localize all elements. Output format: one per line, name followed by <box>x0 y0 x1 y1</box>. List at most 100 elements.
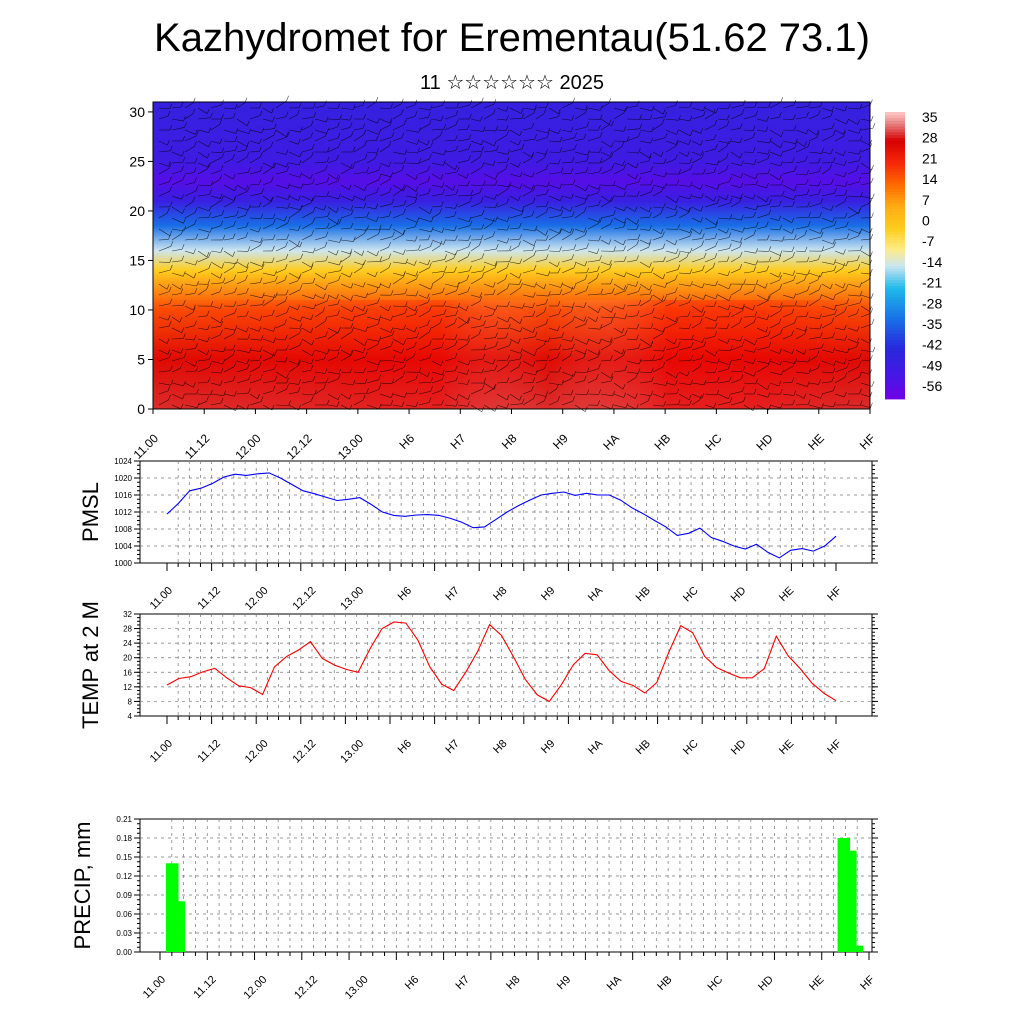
precip-chart-x-tick-label: 11.00 <box>141 974 168 1001</box>
heatmap-x-tick-label: 12.00 <box>232 431 263 462</box>
precip-chart-y-tick-label: 0.00 <box>116 948 132 957</box>
heatmap-x-tick-label: 12.12 <box>284 431 315 462</box>
precip-chart-y-tick-label: 0.21 <box>116 815 132 824</box>
colorbar-label: -21 <box>922 275 942 291</box>
pmsl-chart-y-tick-label: 1008 <box>114 525 132 534</box>
precip-chart-y-tick-label: 0.03 <box>116 929 132 938</box>
colorbar-label: -35 <box>922 316 942 332</box>
precip-chart-x-tick-label: H8 <box>504 974 522 992</box>
temp-chart-y-tick-label: 28 <box>123 625 132 634</box>
heatmap-x-tick-label: HA <box>600 431 622 453</box>
precip-chart-x-tick-label: H9 <box>555 974 573 992</box>
precip-chart: 0.00 0.03 0.06 0.09 0.12 0.15 0.18 0.21 11.00 11.… <box>70 815 878 1002</box>
temp-chart-x-tick-label: HF <box>825 737 844 756</box>
heatmap-x-tick-label: H6 <box>396 431 417 452</box>
precip-chart-x-tick-label: 12.12 <box>292 974 320 1002</box>
precip-chart-x-tick-label: HC <box>705 974 725 994</box>
heatmap-x-tick-label: 13.00 <box>335 431 366 462</box>
temp-chart-frame <box>139 613 873 717</box>
pmsl-chart-x-tick-label: HE <box>777 585 796 604</box>
precip-bar <box>172 901 185 952</box>
pmsl-chart-x-tick-label: HA <box>586 584 606 604</box>
temp-chart-x-tick-label: 13.00 <box>338 738 366 766</box>
pmsl-chart-y-tick-label: 1004 <box>114 542 132 551</box>
precip-chart-x-tick-label: HE <box>807 974 826 993</box>
precip-chart-x-tick-label: 12.00 <box>241 974 269 1002</box>
pmsl-series-line <box>166 472 837 559</box>
heatmap-x-tick-label: HD <box>754 431 776 453</box>
pmsl-chart-x-tick-label: H6 <box>396 585 414 603</box>
pmsl-chart-x-tick-label: HB <box>634 585 653 604</box>
temp-chart-y-tick-label: 24 <box>123 639 132 648</box>
precip-bar <box>850 945 864 952</box>
temp-chart-x-tick-label: H8 <box>491 738 509 756</box>
pmsl-chart-y-tick-label: 1012 <box>114 508 132 517</box>
heatmap-y-tick-label: 25 <box>129 153 145 169</box>
temp-chart-grid <box>140 614 872 716</box>
pmsl-chart-x-tick-label: HD <box>729 585 749 605</box>
pmsl-chart-y-axis-label: PMSL <box>78 482 103 542</box>
precip-chart-x-tick-label: HD <box>756 974 776 994</box>
precip-chart-x-tick-label: HB <box>655 974 674 993</box>
temp-chart-x-tick-label: HE <box>777 738 796 757</box>
pmsl-chart-y-tick-label: 1020 <box>114 474 132 483</box>
colorbar-label: -28 <box>922 295 942 311</box>
pmsl-chart-x-tick-label: H8 <box>491 585 509 603</box>
temp-chart-x-tick-label: HD <box>729 738 749 758</box>
precip-chart-y-tick-label: 0.18 <box>116 834 132 843</box>
temp-chart-y-tick-label: 32 <box>123 610 132 619</box>
heatmap-y-tick-label: 5 <box>137 351 145 367</box>
colorbar-label: -56 <box>922 378 942 394</box>
colorbar-label: -49 <box>922 357 942 373</box>
heatmap-y-tick-label: 30 <box>129 104 145 120</box>
heatmap-panel: 0 5 10 15 20 25 30 11.00 11.12 12.00 12.12 13.00 H6 H… <box>129 95 878 462</box>
heatmap-x-tick-label: H9 <box>550 431 571 452</box>
heatmap-x-tick-label: H8 <box>499 431 520 452</box>
heatmap-y-tick-label: 15 <box>129 252 145 268</box>
pmsl-chart-x-tick-label: H7 <box>443 585 461 603</box>
precip-chart-x-tick-label: HA <box>605 973 625 993</box>
temp-chart-y-tick-label: 12 <box>123 683 132 692</box>
temp-series-line <box>166 621 837 703</box>
pmsl-chart: 1000 1004 1008 1012 1016 1020 1024 11.00 11.12 12… <box>78 457 878 613</box>
precip-chart-x-tick-label: HF <box>858 973 877 992</box>
colorbar-label: -7 <box>922 233 935 249</box>
precip-chart-x-tick-label: 11.12 <box>191 974 218 1001</box>
temp-chart-x-tick-label: HA <box>586 737 606 757</box>
pmsl-chart-y-tick-label: 1024 <box>114 457 132 466</box>
heatmap-x-tick-label: HB <box>652 431 674 453</box>
wind-barbs <box>158 95 876 413</box>
precip-chart-x-tick-label: H6 <box>403 974 421 992</box>
temp-chart-y-axis-label: TEMP at 2 M <box>78 601 103 729</box>
pmsl-chart-x-tick-label: HC <box>681 585 701 605</box>
colorbar: 35 28 21 14 7 0 -7 -14 -21 -28 -35 -42 -49 -56 <box>885 109 942 400</box>
precip-chart-y-axis-label: PRECIP, mm <box>70 822 95 950</box>
temp-chart-y-tick-label: 8 <box>128 697 133 706</box>
heatmap-x-tick-label: HE <box>805 431 827 453</box>
precip-chart-y-tick-label: 0.15 <box>116 853 132 862</box>
temp-chart-x-tick-label: H9 <box>539 738 557 756</box>
precip-chart-x-tick-label: 13.00 <box>343 974 371 1002</box>
pmsl-chart-x-tick-label: 12.12 <box>291 585 319 613</box>
temp-chart-x-tick-label: H6 <box>396 738 414 756</box>
pmsl-chart-x-tick-label: 13.00 <box>338 585 366 613</box>
pmsl-chart-x-tick-label: 11.00 <box>148 585 175 612</box>
temp-chart-y-tick-label: 4 <box>128 712 133 721</box>
heatmap-x-tick-label: HF <box>857 431 878 452</box>
colorbar-label: 28 <box>922 130 938 146</box>
heatmap-y-tick-label: 0 <box>137 401 145 417</box>
colorbar-label: 21 <box>922 150 938 166</box>
page-subtitle: 11 ☆☆☆☆☆☆ 2025 <box>420 72 604 94</box>
temp-chart-x-tick-label: 11.00 <box>148 738 175 765</box>
page-title: Kazhydromet for Erementau(51.62 73.1) <box>154 16 870 60</box>
pmsl-chart-y-tick-label: 1000 <box>114 559 132 568</box>
heatmap-warm-zone <box>153 300 870 409</box>
precip-chart-y-tick-label: 0.12 <box>116 872 132 881</box>
temp-chart-x-tick-label: H7 <box>443 738 461 756</box>
heatmap-x-tick-label: 11.00 <box>131 431 162 462</box>
colorbar-label: -42 <box>922 337 942 353</box>
heatmap-y-tick-label: 20 <box>129 203 145 219</box>
temp-chart-y-tick-label: 20 <box>123 654 132 663</box>
